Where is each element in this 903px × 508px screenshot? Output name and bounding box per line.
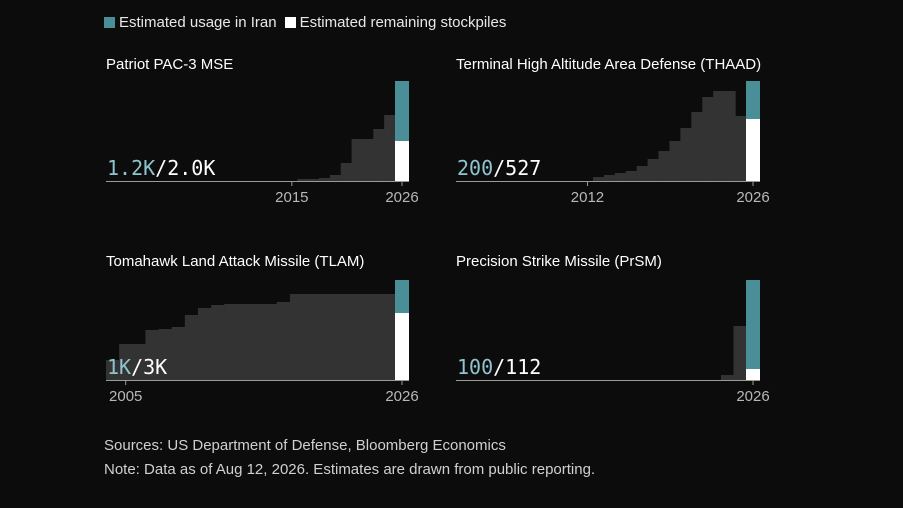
usage-bar — [395, 280, 409, 313]
usage-total-label: 1.2K/2.0K — [107, 156, 215, 180]
chart-title: Precision Strike Missile (PrSM) — [456, 253, 662, 270]
total-value: /3K — [131, 355, 167, 379]
used-value: 100 — [457, 355, 493, 379]
x-tick-label: 2012 — [571, 189, 604, 206]
total-value: /2.0K — [155, 156, 215, 180]
stockpile-step — [329, 175, 342, 181]
legend-item-usage: Estimated usage in Iran — [104, 14, 277, 31]
x-tick-label: 2026 — [736, 388, 769, 405]
stockpile-step — [680, 128, 692, 181]
chart-svg: 2005 2026 1K/3K — [106, 280, 419, 405]
chart-panel-prsm: Precision Strike Missile (PrSM) 2026 100/… — [456, 253, 786, 413]
usage-total-label: 1K/3K — [107, 355, 167, 379]
note-text: Note: Data as of Aug 12, 2026. Estimates… — [104, 461, 596, 478]
chart-panel-thaad: Terminal High Altitude Area Defense (THA… — [456, 56, 786, 216]
stockpile-step — [381, 294, 396, 380]
stockpile-step — [289, 294, 304, 380]
stockpile-step — [316, 294, 330, 380]
stockpile-step — [308, 179, 320, 181]
x-tick-label: 2026 — [385, 388, 418, 405]
stockpile-step — [625, 171, 638, 181]
chart-panel-tlam: Tomahawk Land Attack Missile (TLAM) 2005… — [106, 253, 426, 413]
legend-label-remaining: Estimated remaining stockpiles — [299, 14, 507, 31]
stockpile-step — [691, 112, 703, 181]
total-value: /527 — [493, 156, 541, 180]
used-value: 1.2K — [107, 156, 155, 180]
stockpile-step — [368, 294, 383, 380]
stockpile-step — [669, 141, 681, 181]
stockpile-step — [132, 344, 147, 380]
stockpile-step — [713, 91, 725, 181]
stockpile-step — [342, 294, 357, 380]
remaining-stockpile-bar — [746, 369, 760, 380]
stockpile-step — [647, 159, 660, 181]
chart-svg: 2015 2026 1.2K/2.0K — [106, 81, 419, 206]
x-tick-label: 2026 — [736, 189, 769, 206]
usage-total-label: 200/527 — [457, 156, 541, 180]
chart-title: Patriot PAC-3 MSE — [106, 56, 234, 73]
stockpile-step — [373, 129, 385, 181]
used-value: 200 — [457, 156, 493, 180]
stockpile-step — [384, 115, 396, 181]
x-tick-label: 2015 — [275, 189, 308, 206]
stockpile-step — [211, 305, 225, 380]
chart-svg: 2012 2026 200/527 — [456, 81, 770, 206]
stockpile-step — [658, 151, 671, 181]
stockpile-step — [329, 294, 344, 380]
x-tick-label: 2005 — [109, 388, 142, 405]
chart-title: Tomahawk Land Attack Missile (TLAM) — [106, 253, 365, 270]
remaining-stockpile-bar — [746, 119, 760, 181]
stockpile-step — [158, 329, 173, 380]
stockpile-step — [237, 304, 252, 380]
stockpile-step — [250, 304, 265, 380]
stockpile-step — [145, 330, 160, 380]
remaining-stockpile-bar — [395, 313, 409, 380]
stockpile-step — [297, 179, 309, 181]
stockpile-step — [721, 375, 735, 380]
stockpile-step — [197, 308, 212, 380]
sources-text: Sources: US Department of Defense, Bloom… — [104, 437, 506, 454]
stockpile-step — [184, 315, 199, 380]
legend: Estimated usage in Iran Estimated remain… — [104, 14, 506, 31]
stockpile-step — [319, 178, 331, 181]
legend-item-remaining: Estimated remaining stockpiles — [284, 14, 507, 31]
legend-swatch-remaining — [284, 17, 296, 28]
remaining-stockpile-bar — [395, 141, 409, 181]
stockpile-step — [106, 360, 120, 380]
stockpile-step — [735, 116, 747, 181]
stockpile-step — [362, 139, 374, 181]
stockpile-step — [733, 326, 747, 380]
stockpile-step — [276, 302, 291, 380]
x-tick-label: 2026 — [385, 189, 418, 206]
stockpile-step — [702, 97, 714, 181]
stockpile-step — [355, 294, 370, 380]
total-value: /112 — [493, 355, 541, 379]
stockpile-step — [636, 166, 649, 181]
legend-swatch-usage — [104, 17, 115, 28]
stockpile-step — [724, 91, 736, 181]
chart-title: Terminal High Altitude Area Defense (THA… — [456, 56, 762, 73]
stockpile-step — [614, 173, 627, 181]
usage-bar — [746, 81, 760, 119]
usage-bar — [395, 81, 409, 141]
stockpile-step — [340, 163, 353, 181]
stockpile-step — [224, 304, 238, 380]
usage-total-label: 100/112 — [457, 355, 541, 379]
legend-label-usage: Estimated usage in Iran — [119, 14, 277, 31]
stockpile-step — [263, 304, 278, 380]
stockpile-step — [303, 294, 317, 380]
used-value: 1K — [107, 355, 131, 379]
stockpile-step — [351, 139, 364, 181]
stockpile-step — [603, 175, 616, 181]
stockpile-step — [171, 327, 186, 380]
usage-bar — [746, 280, 760, 369]
stockpile-step — [592, 177, 605, 181]
stockpile-step — [119, 344, 133, 380]
chart-svg: 2026 100/112 — [456, 280, 770, 405]
chart-panel-patriot: Patriot PAC-3 MSE 2015 2026 1.2K/2.0K — [106, 56, 426, 216]
